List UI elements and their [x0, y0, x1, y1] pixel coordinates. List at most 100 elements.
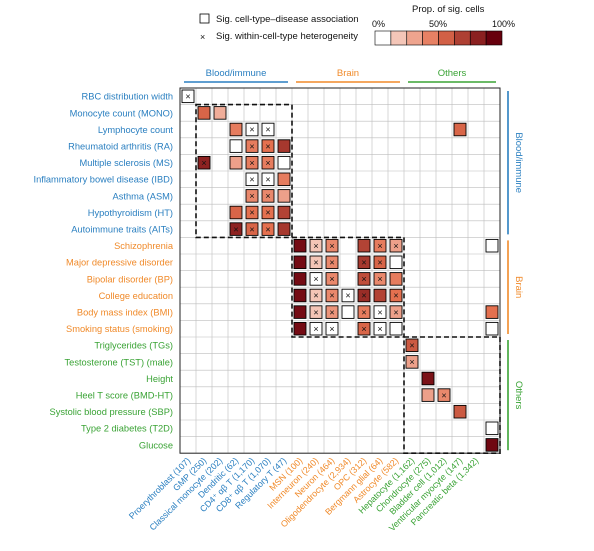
heterogeneity-marker: ×	[329, 291, 334, 301]
heterogeneity-marker: ×	[313, 307, 318, 317]
row-label: Bipolar disorder (BP)	[87, 274, 173, 284]
heatmap-cell	[373, 255, 387, 270]
row-label: Triglycerides (TGs)	[94, 341, 173, 351]
colorbar-segment	[454, 30, 471, 46]
heatmap-cell	[277, 155, 291, 170]
heatmap-cell	[453, 404, 467, 419]
heatmap-cell	[245, 205, 259, 220]
heatmap-cell	[437, 388, 451, 402]
heatmap-cell	[277, 139, 291, 153]
heatmap-cell	[357, 305, 371, 319]
heterogeneity-marker: ×	[249, 125, 254, 135]
heterogeneity-marker: ×	[329, 324, 334, 334]
heatmap-cell	[389, 305, 403, 319]
heterogeneity-marker: ×	[233, 224, 238, 234]
legend-scale-tick-0: 0%	[372, 19, 385, 29]
row-label: College education	[99, 291, 173, 301]
row-label: Schizophrenia	[114, 241, 174, 251]
heterogeneity-marker: ×	[185, 92, 190, 102]
heterogeneity-marker: ×	[329, 258, 334, 268]
row-label: Height	[146, 374, 173, 384]
heterogeneity-marker: ×	[361, 307, 366, 317]
heterogeneity-marker: ×	[329, 307, 334, 317]
heatmap-cell	[389, 255, 403, 270]
heterogeneity-marker: ×	[201, 158, 206, 168]
heterogeneity-marker: ×	[409, 357, 414, 367]
colorbar-segment	[485, 30, 503, 46]
heterogeneity-marker: ×	[249, 208, 254, 218]
heatmap-cell	[325, 255, 339, 270]
heterogeneity-marker: ×	[265, 125, 270, 135]
heterogeneity-marker: ×	[377, 307, 382, 317]
heterogeneity-marker: ×	[361, 258, 366, 268]
colorbar-segment	[406, 30, 423, 46]
heatmap-cell	[485, 305, 499, 319]
legend-scale-tick-100: 100%	[492, 19, 515, 29]
heatmap-cell	[245, 122, 259, 137]
legend-scale-title: Prop. of sig. cells	[412, 4, 485, 15]
column-group-labels: Blood/immune Brain Others	[184, 68, 496, 83]
heterogeneity-marker: ×	[377, 258, 382, 268]
row-label: Hypothyroidism (HT)	[88, 208, 173, 218]
legend: Sig. cell-type–disease association × Sig…	[199, 4, 515, 46]
heterogeneity-marker: ×	[377, 274, 382, 284]
heatmap-cell	[229, 155, 243, 170]
heatmap-cell	[357, 288, 371, 303]
row-group-label: Others	[513, 381, 524, 410]
heterogeneity-marker: ×	[313, 258, 318, 268]
heatmap-cell	[213, 106, 227, 120]
heatmap-cell	[309, 288, 323, 303]
heatmap-cell	[261, 139, 275, 153]
heatmap-cell	[325, 305, 339, 319]
column-group-label: Blood/immune	[206, 68, 267, 79]
heterogeneity-marker: ×	[329, 274, 334, 284]
heatmap-cell	[421, 371, 435, 386]
row-label: Systolic blood pressure (SBP)	[50, 407, 174, 417]
row-label: Lymphocyte count	[98, 125, 174, 135]
row-label: Smoking status (smoking)	[66, 324, 173, 334]
heatmap-cell	[197, 155, 211, 170]
row-label: Heel T score (BMD-HT)	[76, 391, 173, 401]
heatmap-cell	[229, 122, 243, 137]
heterogeneity-marker: ×	[265, 175, 270, 185]
heterogeneity-marker: ×	[265, 141, 270, 151]
highlight-blocks	[195, 103, 501, 454]
row-label: Autoimmune traits (AITs)	[71, 225, 173, 235]
heatmap-cell	[325, 288, 339, 303]
heatmap-cell	[245, 155, 259, 170]
heatmap-cell	[229, 139, 243, 153]
heatmap-cell	[277, 205, 291, 220]
heterogeneity-marker: ×	[409, 341, 414, 351]
heterogeneity-marker: ×	[313, 241, 318, 251]
heatmap-cell	[357, 255, 371, 270]
row-label: RBC distribution width	[82, 92, 173, 102]
heterogeneity-marker: ×	[313, 274, 318, 284]
row-group-labels: Blood/immune Brain Others	[507, 91, 524, 451]
legend-colorbar	[374, 30, 503, 46]
heterogeneity-marker: ×	[345, 291, 350, 301]
heatmap-cell	[373, 305, 387, 319]
heatmap-cell	[389, 288, 403, 303]
heatmap-cell	[293, 321, 307, 336]
heatmap-cell	[357, 321, 371, 336]
heatmap-cell	[325, 272, 339, 286]
heatmap-cell	[341, 305, 355, 319]
heterogeneity-marker: ×	[393, 291, 398, 301]
heatmap-cell	[485, 438, 499, 452]
heatmap-cell	[261, 205, 275, 220]
heterogeneity-marker: ×	[249, 158, 254, 168]
row-label: Testosterone (TST) (male)	[65, 357, 174, 367]
heatmap-cell	[293, 305, 307, 319]
heatmap-cell	[181, 89, 195, 104]
heatmap-cell	[245, 139, 259, 153]
heatmap-cell	[309, 255, 323, 270]
highlight-block	[403, 336, 501, 454]
row-label: Body mass index (BMI)	[77, 308, 173, 318]
heatmap-cell	[373, 321, 387, 336]
heterogeneity-marker: ×	[313, 291, 318, 301]
heatmap-cell	[245, 172, 259, 187]
heatmap-cell	[261, 222, 275, 236]
heatmap-cell	[293, 288, 307, 303]
column-group-label: Others	[438, 68, 467, 79]
